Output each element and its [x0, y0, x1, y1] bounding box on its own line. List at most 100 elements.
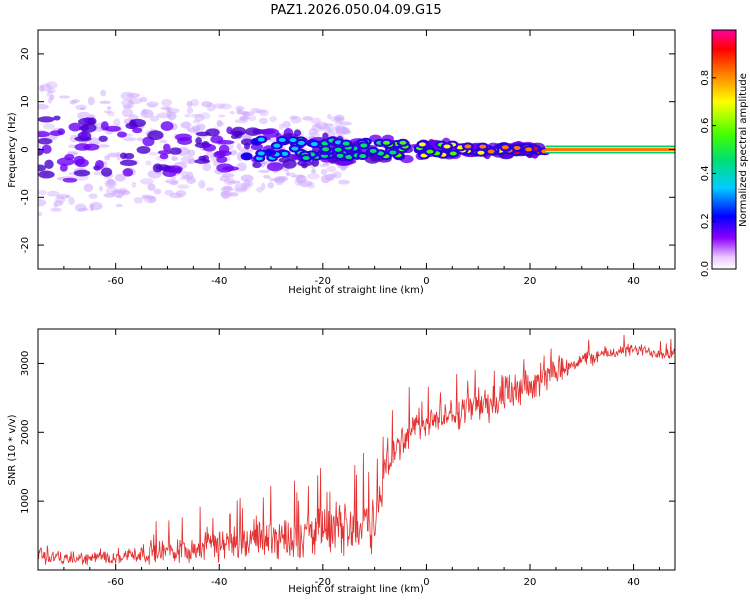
- spectrogram-faint-blob: [302, 116, 314, 121]
- spectrogram-faint-blob: [99, 100, 112, 104]
- spectrogram-purple-blob: [194, 158, 211, 164]
- spectrogram-purple-blob: [231, 126, 246, 136]
- snr-ticks: -60 -40 -20 0 20 40 1000 2000 3000: [20, 329, 675, 588]
- colorbar-tick-label: 0.2: [700, 213, 711, 229]
- spectrogram-faint-blob: [308, 128, 319, 136]
- colorbar: 0.0 0.2 0.4 0.6 0.8 Normalized spectral ampl…: [700, 29, 749, 277]
- snr-x-tick-label: 40: [627, 577, 640, 588]
- spectrogram-faint-blob: [322, 123, 334, 127]
- spectrogram-purple-blob: [169, 147, 182, 155]
- spectrogram-faint-blob: [164, 189, 174, 196]
- spectrogram-faint-blob: [268, 177, 274, 182]
- spectrogram-faint-blob: [100, 89, 107, 97]
- spectrogram-faint-blob: [240, 174, 254, 182]
- spectrogram-core-blob: [310, 142, 318, 147]
- snr-x-tick-label: -40: [211, 577, 227, 588]
- spectrogram-faint-blob: [123, 137, 137, 142]
- spectrogram-y-tick-label: -20: [20, 237, 31, 253]
- spectrogram-x-tick-label: 40: [627, 276, 640, 287]
- spectrogram-faint-blob: [46, 88, 56, 94]
- spectrogram-faint-blob: [166, 111, 177, 121]
- snr-y-label: SNR (10 * v/v): [7, 414, 18, 485]
- spectrogram-faint-blob: [234, 187, 247, 193]
- spectrogram-core-blob: [389, 150, 397, 155]
- spectrogram-x-tick-label: 0: [423, 276, 429, 287]
- spectrogram-core-blob: [420, 153, 428, 158]
- spectrogram-faint-blob: [261, 161, 267, 165]
- spectrogram-purple-blob: [245, 127, 261, 136]
- colorbar-tick-label: 0.6: [700, 118, 711, 134]
- spectrogram-faint-blob: [149, 115, 160, 122]
- spectrogram-purple-blob: [101, 167, 113, 177]
- spectrogram-faint-blob: [218, 103, 232, 110]
- spectrogram-faint-blob: [331, 171, 342, 179]
- spectrogram-faint-blob: [147, 183, 156, 191]
- spectrogram-faint-blob: [220, 190, 231, 200]
- spectrogram-core-blob: [266, 150, 274, 155]
- spectrogram-purple-blob: [74, 158, 89, 168]
- spectrogram-faint-blob: [227, 180, 241, 184]
- spectrogram-faint-blob: [122, 104, 132, 109]
- spectrogram-core-blob: [477, 150, 485, 155]
- spectrogram-faint-blob: [289, 115, 298, 120]
- spectrogram-faint-blob: [194, 113, 205, 122]
- snr-y-tick-label: 3000: [20, 351, 31, 376]
- spectrogram-purple-blob: [38, 170, 55, 179]
- spectrogram-faint-blob: [186, 171, 194, 180]
- spectrogram-faint-blob: [299, 181, 313, 188]
- spectrogram-purple-blob: [222, 166, 239, 171]
- spectrogram-purple-blob: [44, 159, 54, 169]
- spectrogram-faint-blob: [317, 126, 329, 130]
- spectrogram-faint-blob: [42, 123, 55, 130]
- snr-x-tick-label: -20: [315, 577, 331, 588]
- spectrogram-faint-blob: [140, 178, 154, 185]
- spectrogram-purple-blob: [38, 148, 44, 156]
- spectrogram-faint-blob: [326, 166, 337, 172]
- spectrogram-purple-blob: [218, 144, 230, 154]
- spectrogram-core-blob: [297, 140, 305, 145]
- spectrogram-faint-blob: [335, 130, 347, 136]
- spectrogram-purple-blob: [136, 146, 151, 154]
- spectrogram-faint-blob: [328, 176, 335, 181]
- spectrogram-faint-blob: [335, 126, 348, 134]
- spectrogram-purple-blob: [94, 159, 105, 170]
- spectrogram-core-blob: [382, 140, 390, 145]
- spectrogram-faint-blob: [96, 144, 110, 148]
- spectrogram-purple-blob: [198, 155, 206, 161]
- spectrogram-faint-blob: [216, 119, 223, 127]
- spectrogram-faint-blob: [320, 174, 331, 184]
- spectrogram-purple-blob: [244, 142, 251, 150]
- spectrogram-faint-blob: [320, 169, 328, 176]
- spectrogram-faint-blob: [334, 126, 341, 134]
- spectrogram-faint-blob: [127, 92, 140, 98]
- spectrogram-faint-blob: [104, 155, 111, 161]
- spectrogram-core-blob: [322, 147, 330, 152]
- spectrogram-faint-blob: [87, 96, 95, 106]
- spectrogram-faint-blob: [156, 112, 171, 119]
- spectrogram-core-blob: [243, 154, 251, 159]
- spectrogram-faint-blob: [39, 84, 45, 92]
- spectrogram-purple-blob: [159, 153, 169, 160]
- spectrogram-core-blob: [359, 154, 367, 159]
- spectrogram-faint-blob: [88, 193, 98, 199]
- spectrogram-faint-blob: [75, 104, 87, 111]
- spectrogram-faint-blob: [201, 101, 213, 108]
- spectrogram-faint-blob: [114, 173, 126, 182]
- spectrogram-faint-blob: [267, 182, 275, 189]
- spectrogram-purple-blob: [73, 169, 91, 177]
- spectrogram-faint-blob: [45, 81, 58, 90]
- spectrogram-faint-blob: [40, 83, 52, 92]
- spectrogram-purple-blob: [177, 136, 193, 145]
- spectrogram-purple-blob: [163, 143, 171, 152]
- spectrogram-x-tick-label: -60: [108, 276, 124, 287]
- spectrogram-faint-blob: [190, 113, 202, 118]
- spectrogram-faint-blob: [193, 124, 201, 133]
- spectrogram-faint-blob: [161, 98, 173, 107]
- spectrogram-faint-blob: [106, 110, 115, 117]
- spectrogram-faint-blob: [330, 115, 342, 123]
- spectrogram-faint-blob: [147, 103, 157, 108]
- spectrogram-faint-blob: [38, 104, 49, 110]
- spectrogram-purple-blob: [132, 127, 143, 134]
- spectrogram-faint-blob: [38, 198, 47, 207]
- spectrogram-faint-blob: [121, 99, 134, 107]
